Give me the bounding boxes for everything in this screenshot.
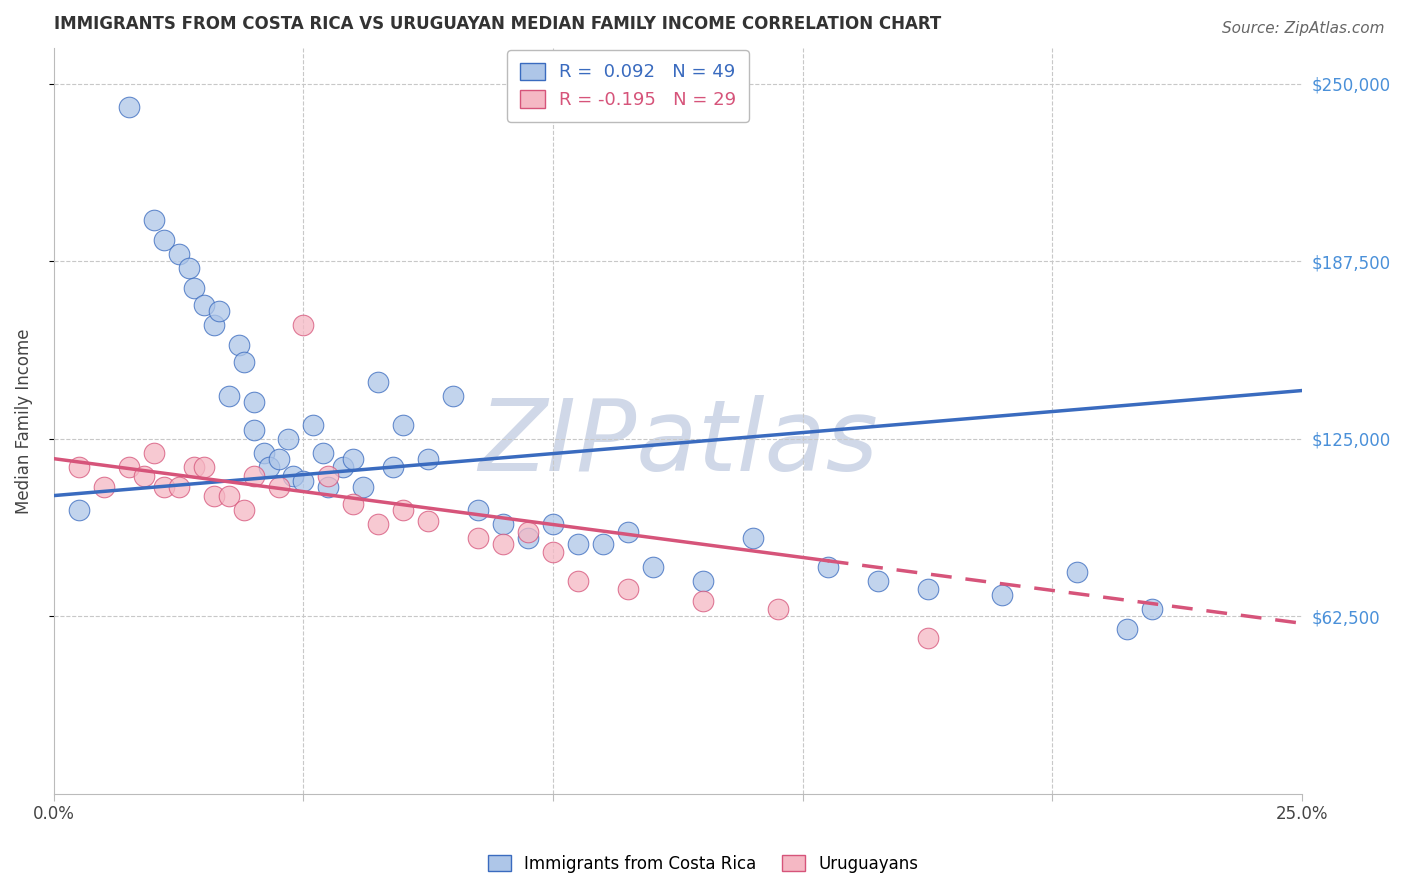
Point [152,480,174,494]
Point [93,480,115,494]
Point [218,389,240,403]
Point [342,451,364,466]
Text: IMMIGRANTS FROM COSTA RICA VS URUGUAYAN MEDIAN FAMILY INCOME CORRELATION CHART: IMMIGRANTS FROM COSTA RICA VS URUGUAYAN … [53,15,941,33]
Point [142,213,165,227]
Point [267,451,290,466]
Point [641,559,664,574]
Point [183,281,205,295]
Point [228,338,250,352]
Point [242,395,264,409]
Point [367,516,389,531]
Point [817,559,839,574]
Point [167,480,190,494]
Point [232,355,254,369]
Point [418,514,440,528]
Point [741,531,763,545]
Point [917,582,939,597]
Point [441,389,464,403]
Point [202,489,225,503]
Point [183,460,205,475]
Point [302,417,325,432]
Point [257,460,280,475]
Point [252,446,274,460]
Point [367,375,389,389]
Point [866,574,889,588]
Point [332,460,354,475]
Point [312,446,335,460]
Point [342,497,364,511]
Point [132,468,155,483]
Point [692,574,714,588]
Point [283,468,305,483]
Point [292,475,315,489]
Point [167,247,190,261]
Point [232,502,254,516]
Point [392,502,415,516]
Point [541,545,564,559]
Point [541,516,564,531]
Point [592,537,614,551]
Point [118,460,141,475]
Legend: Immigrants from Costa Rica, Uruguayans: Immigrants from Costa Rica, Uruguayans [481,848,925,880]
Point [1116,622,1139,636]
Point [152,233,174,247]
Point [1066,566,1088,580]
Point [766,602,789,616]
Point [517,525,540,540]
Point [567,537,589,551]
Point [67,460,90,475]
Point [917,631,939,645]
Point [492,537,515,551]
Point [492,516,515,531]
Text: Source: ZipAtlas.com: Source: ZipAtlas.com [1222,21,1385,36]
Point [617,582,640,597]
Y-axis label: Median Family Income: Median Family Income [15,328,32,514]
Point [567,574,589,588]
Text: ZIPatlas: ZIPatlas [478,395,877,491]
Point [517,531,540,545]
Point [617,525,640,540]
Point [1142,602,1164,616]
Point [142,446,165,460]
Point [292,318,315,333]
Point [418,451,440,466]
Point [242,468,264,483]
Point [67,502,90,516]
Point [991,588,1014,602]
Point [193,460,215,475]
Point [118,100,141,114]
Point [318,468,340,483]
Point [392,417,415,432]
Point [242,423,264,437]
Point [267,480,290,494]
Point [202,318,225,333]
Legend: R =  0.092   N = 49, R = -0.195   N = 29: R = 0.092 N = 49, R = -0.195 N = 29 [508,50,749,122]
Point [277,432,299,446]
Point [177,261,200,276]
Point [207,304,229,318]
Point [467,502,489,516]
Point [352,480,374,494]
Point [692,593,714,607]
Point [382,460,405,475]
Point [467,531,489,545]
Point [218,489,240,503]
Point [193,298,215,312]
Point [318,480,340,494]
